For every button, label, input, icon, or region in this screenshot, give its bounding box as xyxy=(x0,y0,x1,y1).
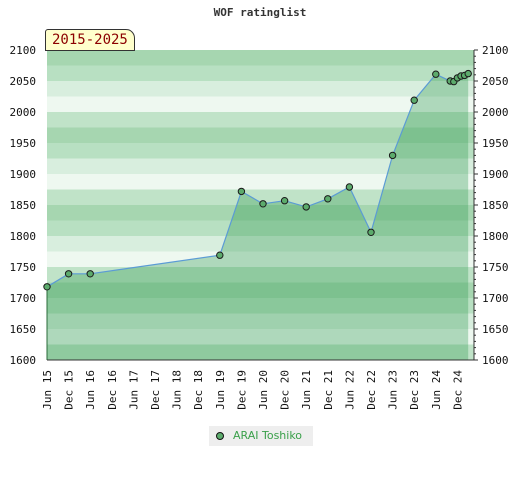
data-point xyxy=(43,283,51,291)
y-tick-label-left: 1950 xyxy=(10,137,37,150)
y-tick-label-left: 2100 xyxy=(10,44,37,57)
data-point xyxy=(432,70,440,78)
x-tick-label: Jun 22 xyxy=(343,370,356,410)
x-tick-label: Dec 24 xyxy=(451,370,464,410)
legend-marker xyxy=(216,432,224,440)
background-band xyxy=(47,127,474,143)
data-point xyxy=(280,197,289,205)
data-point xyxy=(367,228,375,237)
data-point xyxy=(216,251,224,259)
y-tick-label-right: 1950 xyxy=(482,137,509,150)
x-tick-label: Jun 21 xyxy=(300,370,313,410)
x-tick-label: Jun 19 xyxy=(214,370,227,410)
y-tick-label-left: 1900 xyxy=(10,168,37,181)
y-tick-label-right: 1800 xyxy=(482,230,509,243)
y-tick-label-right: 1700 xyxy=(482,292,509,305)
data-point xyxy=(64,270,73,278)
x-tick-label: Jun 16 xyxy=(84,370,97,410)
data-point xyxy=(345,183,354,191)
x-tick-label: Jun 18 xyxy=(171,370,184,410)
background-band xyxy=(47,96,474,112)
x-tick-label: Dec 16 xyxy=(106,370,119,410)
background-band xyxy=(47,205,474,221)
background-band xyxy=(47,313,474,329)
background-band xyxy=(47,282,474,298)
y-tick-label-left: 1600 xyxy=(10,354,37,367)
y-tick-label-left: 1750 xyxy=(10,261,37,274)
background-band xyxy=(47,158,474,174)
x-tick-label: Jun 24 xyxy=(430,370,443,410)
background-band xyxy=(47,189,474,205)
data-point xyxy=(464,69,472,78)
data-point xyxy=(324,195,332,203)
data-point xyxy=(388,151,397,160)
data-point xyxy=(237,187,246,196)
y-tick-label-left: 1850 xyxy=(10,199,37,212)
legend: ARAI Toshiko xyxy=(209,426,313,446)
y-tick-label-right: 1900 xyxy=(482,168,509,181)
y-tick-label-right: 2000 xyxy=(482,106,509,119)
x-tick-label: Jun 15 xyxy=(41,370,54,410)
data-point xyxy=(86,270,94,278)
background-band xyxy=(47,174,474,190)
x-tick-label: Dec 20 xyxy=(279,370,292,410)
y-tick-label-left: 1800 xyxy=(10,230,37,243)
period-badge: 2015-2025 xyxy=(45,29,135,51)
y-tick-label-left: 1700 xyxy=(10,292,37,305)
data-point xyxy=(259,200,267,208)
background-band xyxy=(47,344,474,360)
y-tick-label-left: 2000 xyxy=(10,106,37,119)
x-tick-label: Dec 18 xyxy=(192,370,205,410)
y-tick-label-right: 1850 xyxy=(482,199,509,212)
y-tick-label-right: 1650 xyxy=(482,323,509,336)
background-band xyxy=(47,298,474,314)
background-band xyxy=(47,112,474,128)
data-point xyxy=(410,96,418,104)
x-tick-label: Dec 23 xyxy=(408,370,421,410)
y-tick-label-left: 1650 xyxy=(10,323,37,336)
x-tick-label: Jun 23 xyxy=(387,370,400,410)
background-band xyxy=(47,267,474,283)
x-tick-label: Dec 19 xyxy=(235,370,248,410)
data-point xyxy=(302,203,310,211)
background-band xyxy=(47,329,474,345)
x-tick-label: Dec 21 xyxy=(322,370,335,410)
x-tick-label: Jun 17 xyxy=(127,370,140,410)
x-tick-label: Dec 17 xyxy=(149,370,162,410)
y-tick-label-right: 2100 xyxy=(482,44,509,57)
y-tick-label-right: 2050 xyxy=(482,75,509,88)
y-tick-label-right: 1600 xyxy=(482,354,509,367)
background-band xyxy=(47,251,474,267)
chart-title: WOF ratinglist xyxy=(213,6,307,19)
y-tick-label-left: 2050 xyxy=(10,75,37,88)
background-band xyxy=(47,236,474,252)
background-band xyxy=(47,143,474,159)
background-band xyxy=(47,81,474,97)
legend-series-label: ARAI Toshiko xyxy=(233,429,303,442)
series-area xyxy=(47,73,469,360)
background-band xyxy=(47,65,474,81)
x-tick-label: Dec 15 xyxy=(63,370,76,410)
background-band xyxy=(47,50,474,66)
y-tick-label-right: 1750 xyxy=(482,261,509,274)
x-tick-label: Dec 22 xyxy=(365,370,378,410)
x-tick-label: Jun 20 xyxy=(257,370,270,410)
